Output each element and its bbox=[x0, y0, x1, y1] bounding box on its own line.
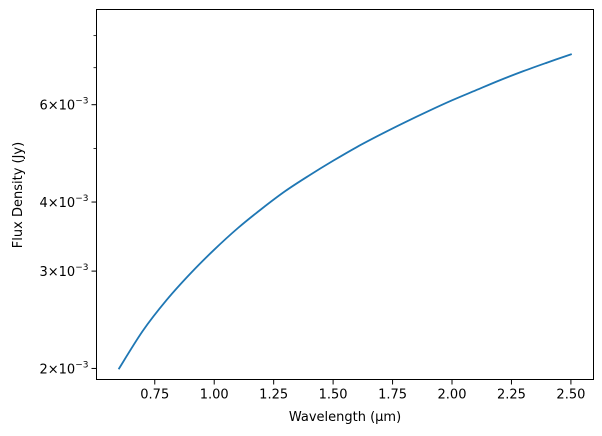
x-tick-label: 1.25 bbox=[259, 388, 288, 403]
x-axis-label: Wavelength (μm) bbox=[289, 410, 401, 425]
ticks-layer: 0.75 1.00 1.25 1.50 1.75 2.00 2.25 2.50 2×10−3 3×… bbox=[40, 35, 585, 403]
y-tick-label: 3×10−3 bbox=[40, 263, 89, 280]
y-axis-label: Flux Density (Jy) bbox=[11, 142, 26, 248]
x-tick-label: 2.50 bbox=[556, 388, 585, 403]
plot-frame bbox=[96, 9, 594, 380]
x-tick-label: 1.75 bbox=[378, 388, 407, 403]
y-tick-label: 2×10−3 bbox=[40, 360, 89, 377]
y-tick-label: 4×10−3 bbox=[40, 194, 89, 211]
x-tick-label: 2.00 bbox=[438, 388, 467, 403]
x-tick-label: 0.75 bbox=[140, 388, 169, 403]
x-tick-label: 1.00 bbox=[200, 388, 229, 403]
x-tick-label: 1.50 bbox=[319, 388, 348, 403]
y-tick-label: 6×10−3 bbox=[40, 97, 89, 114]
x-tick-label: 2.25 bbox=[497, 388, 526, 403]
series-line bbox=[117, 53, 573, 370]
series-layer bbox=[117, 53, 573, 370]
